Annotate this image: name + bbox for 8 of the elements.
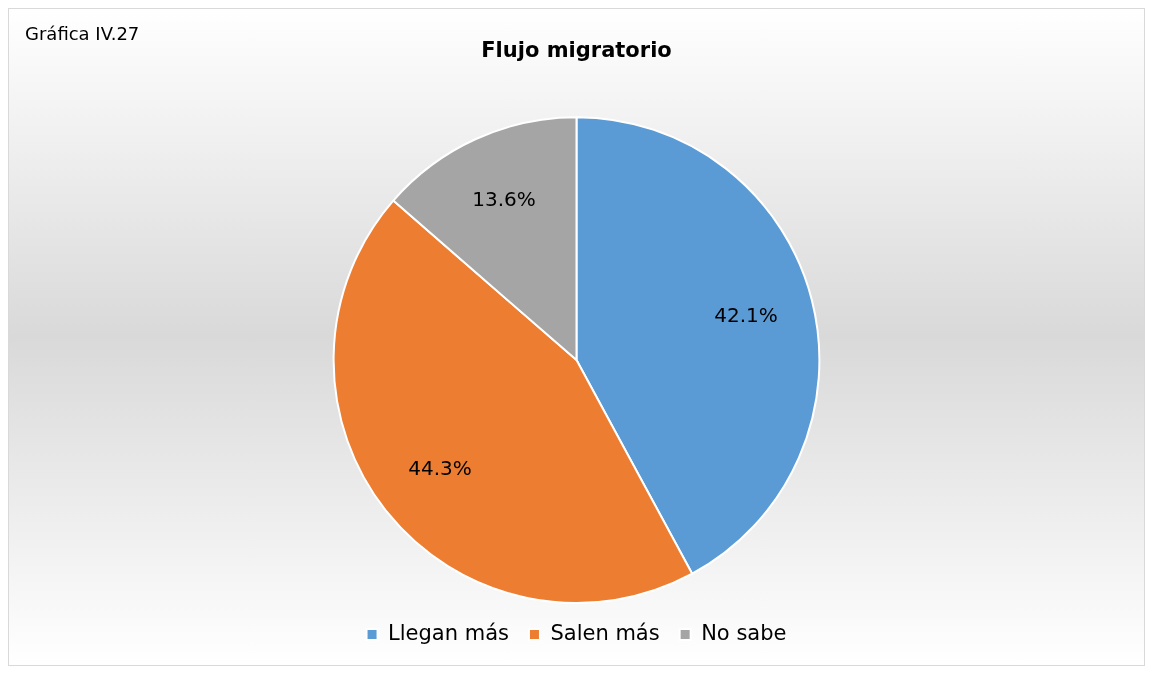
data-label: 42.1% bbox=[714, 303, 778, 328]
data-label: 44.3% bbox=[408, 455, 472, 480]
data-label: 13.6% bbox=[472, 187, 536, 212]
legend-label: Llegan más bbox=[388, 620, 509, 645]
legend-label: No sabe bbox=[701, 620, 787, 645]
chart-title: Flujo migratorio bbox=[481, 38, 672, 63]
legend-label: Salen más bbox=[550, 620, 660, 645]
text: Gráfica IV.27 bbox=[25, 23, 140, 44]
